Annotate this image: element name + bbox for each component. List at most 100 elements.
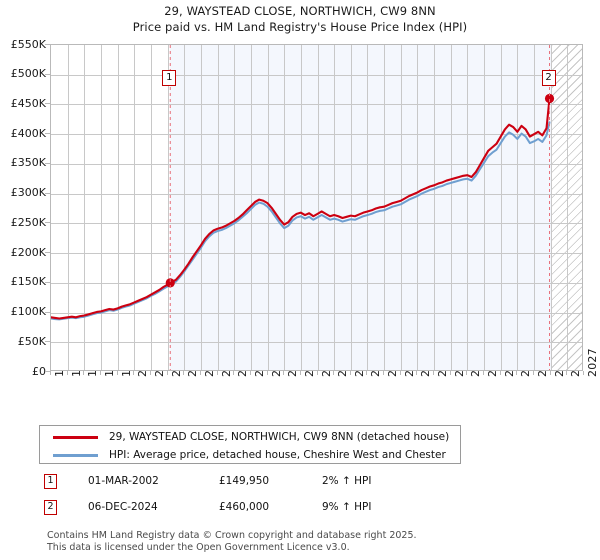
x-axis-tick-mark — [383, 371, 384, 375]
x-axis-tick-mark — [333, 371, 334, 375]
plot-inner — [51, 45, 582, 370]
x-axis-tick-mark — [416, 371, 417, 375]
vertical-gridline — [451, 45, 452, 370]
vertical-gridline — [551, 45, 552, 370]
y-axis-tick-label: £450K — [10, 96, 46, 110]
ownership-shaded-band — [170, 45, 551, 370]
vertical-gridline — [334, 45, 335, 370]
vertical-gridline — [68, 45, 69, 370]
horizontal-gridline — [51, 253, 582, 254]
y-axis-tick-label: £50K — [17, 334, 46, 348]
x-axis-tick-mark — [350, 371, 351, 375]
vertical-gridline — [118, 45, 119, 370]
vertical-gridline — [184, 45, 185, 370]
y-axis-tick-label: £550K — [10, 37, 46, 51]
x-axis-tick-mark — [550, 371, 551, 375]
sale-point-dot — [165, 278, 175, 288]
footer-line-2: This data is licensed under the Open Gov… — [47, 541, 350, 553]
y-axis-tick-label: £500K — [10, 67, 46, 81]
x-axis-tick-label: 2027 — [586, 348, 599, 377]
vertical-gridline — [284, 45, 285, 370]
vertical-gridline — [168, 45, 169, 370]
sale-row-date: 01-MAR-2002 — [88, 475, 159, 487]
y-axis-tick-label: £300K — [10, 186, 46, 200]
x-axis-tick-mark — [150, 371, 151, 375]
y-axis-tick-label: £400K — [10, 126, 46, 140]
vertical-gridline — [151, 45, 152, 370]
vertical-gridline — [301, 45, 302, 370]
x-axis-tick-mark — [500, 371, 501, 375]
y-axis-tick-mark — [45, 103, 50, 104]
y-axis-tick-mark — [45, 193, 50, 194]
x-axis-tick-mark — [117, 371, 118, 375]
sale-row-hpi-delta: 2% ↑ HPI — [322, 475, 372, 487]
x-axis-tick-mark — [366, 371, 367, 375]
x-axis-tick-mark — [583, 371, 584, 375]
table-row[interactable]: 1 01-MAR-2002 £149,950 2% ↑ HPI — [39, 472, 469, 498]
y-axis-tick-mark — [45, 371, 50, 372]
x-axis-tick-mark — [317, 371, 318, 375]
legend: 29, WAYSTEAD CLOSE, NORTHWICH, CW9 8NN (… — [39, 425, 461, 464]
x-axis-tick-mark — [267, 371, 268, 375]
sale-marker-1[interactable]: 1 — [162, 70, 177, 86]
sale-row-index-badge: 2 — [44, 500, 57, 515]
horizontal-gridline — [51, 223, 582, 224]
x-axis-tick-mark — [167, 371, 168, 375]
table-row[interactable]: 2 06-DEC-2024 £460,000 9% ↑ HPI — [39, 498, 469, 524]
x-axis-tick-mark — [283, 371, 284, 375]
vertical-gridline — [234, 45, 235, 370]
x-axis-tick-mark — [300, 371, 301, 375]
legend-line-swatch-icon — [53, 454, 98, 457]
x-axis-tick-mark — [183, 371, 184, 375]
horizontal-gridline — [51, 104, 582, 105]
horizontal-gridline — [51, 342, 582, 343]
vertical-gridline — [134, 45, 135, 370]
horizontal-gridline — [51, 134, 582, 135]
x-axis-tick-mark — [433, 371, 434, 375]
vertical-gridline — [101, 45, 102, 370]
chart-title: 29, WAYSTEAD CLOSE, NORTHWICH, CW9 8NN — [164, 4, 436, 18]
x-axis-tick-mark — [133, 371, 134, 375]
sale-row-price: £149,950 — [219, 475, 270, 487]
x-axis-tick-mark — [200, 371, 201, 375]
x-axis-tick-mark — [516, 371, 517, 375]
legend-item[interactable]: 29, WAYSTEAD CLOSE, NORTHWICH, CW9 8NN (… — [40, 428, 460, 447]
vertical-gridline — [401, 45, 402, 370]
sale-row-hpi-delta: 9% ↑ HPI — [322, 501, 372, 513]
vertical-gridline — [351, 45, 352, 370]
y-axis-tick-label: £0 — [32, 364, 46, 378]
x-axis-tick-mark — [566, 371, 567, 375]
x-axis-tick-mark — [67, 371, 68, 375]
vertical-gridline — [567, 45, 568, 370]
footer-line-1: Contains HM Land Registry data © Crown c… — [47, 530, 417, 541]
legend-item-label: 29, WAYSTEAD CLOSE, NORTHWICH, CW9 8NN (… — [109, 431, 450, 443]
horizontal-gridline — [51, 313, 582, 314]
y-axis-tick-mark — [45, 252, 50, 253]
vertical-gridline — [201, 45, 202, 370]
y-axis-tick-label: £350K — [10, 156, 46, 170]
x-axis-tick-mark — [466, 371, 467, 375]
legend-item[interactable]: HPI: Average price, detached house, Ches… — [40, 446, 460, 465]
sale-marker-2[interactable]: 2 — [541, 70, 556, 86]
x-axis-tick-mark — [450, 371, 451, 375]
no-data-hatched-band — [550, 45, 582, 370]
page-title: 29, WAYSTEAD CLOSE, NORTHWICH, CW9 8NN P… — [0, 3, 600, 35]
attribution-footer: Contains HM Land Registry data © Crown c… — [47, 530, 587, 553]
vertical-gridline — [467, 45, 468, 370]
sale-row-index-badge: 1 — [44, 474, 57, 489]
x-axis-tick-mark — [483, 371, 484, 375]
y-axis-tick-label: £200K — [10, 245, 46, 259]
series-layer — [51, 45, 555, 370]
vertical-gridline — [434, 45, 435, 370]
vertical-gridline — [534, 45, 535, 370]
vertical-gridline — [318, 45, 319, 370]
y-axis-tick-mark — [45, 222, 50, 223]
horizontal-gridline — [51, 283, 582, 284]
y-axis-tick-mark — [45, 44, 50, 45]
x-axis-tick-mark — [400, 371, 401, 375]
vertical-gridline — [501, 45, 502, 370]
x-axis-tick-mark — [233, 371, 234, 375]
x-axis-tick-mark — [533, 371, 534, 375]
vertical-gridline — [218, 45, 219, 370]
